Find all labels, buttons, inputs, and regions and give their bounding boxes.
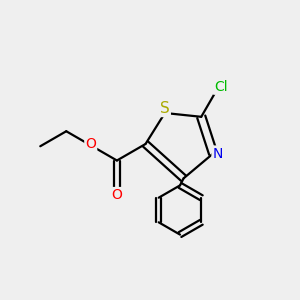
Text: Cl: Cl [214, 80, 228, 94]
Text: N: N [212, 146, 223, 161]
Text: O: O [112, 188, 122, 202]
Text: O: O [85, 137, 96, 151]
Text: S: S [160, 101, 170, 116]
